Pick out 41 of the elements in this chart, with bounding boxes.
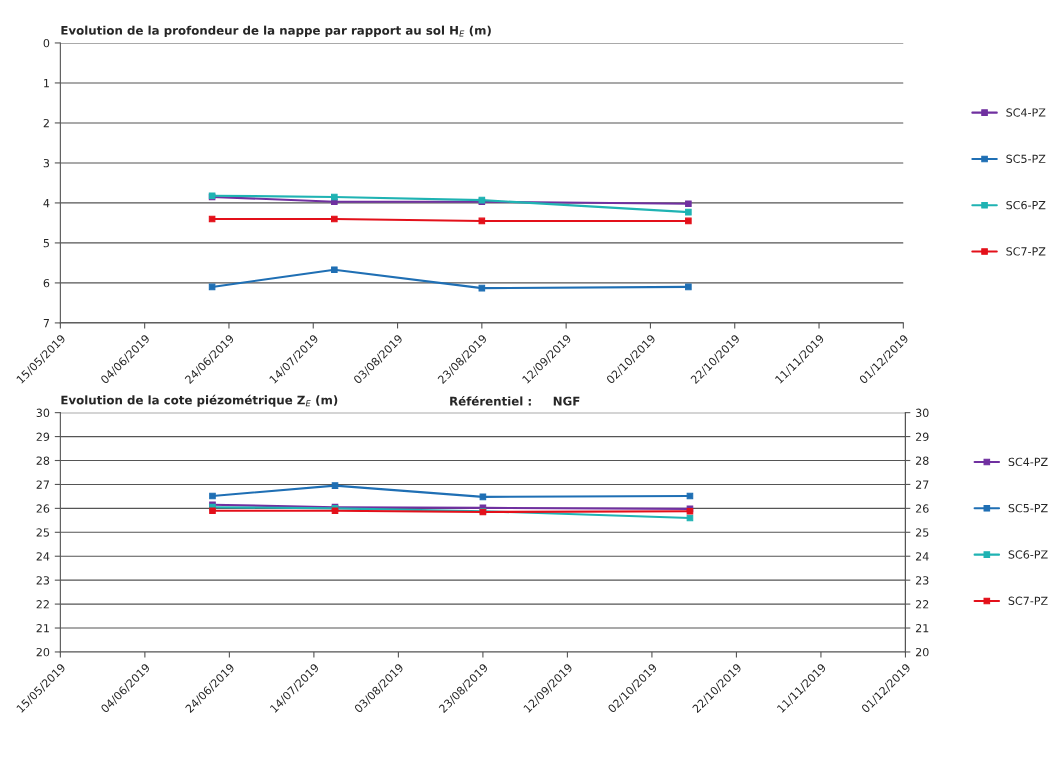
y-tick-label: 21 <box>36 623 49 633</box>
y-tick-label: 23 <box>36 576 50 585</box>
y-tick-label: 29 <box>36 432 50 441</box>
y-tick-label: 27 <box>36 480 49 489</box>
y-tick-label: 1 <box>44 79 49 88</box>
legend-label: SC4-PZ <box>1008 457 1048 467</box>
y-tick-label: 4 <box>43 199 50 208</box>
y2-tick-label: 23 <box>915 576 929 585</box>
y2-tick-label: 24 <box>915 552 929 561</box>
y2-tick-label: 28 <box>915 456 929 465</box>
y2-tick-label: 25 <box>915 528 929 537</box>
y2-tick-label: 29 <box>915 432 929 441</box>
legend-label: SC5-PZ <box>1006 154 1046 163</box>
y-tick-label: 28 <box>36 456 50 465</box>
y-tick-label: 20 <box>36 647 50 657</box>
legend-label: SC7-PZ <box>1006 247 1046 256</box>
y2-tick-label: 27 <box>915 480 929 489</box>
legend-label: SC5-PZ <box>1008 503 1048 513</box>
chart-title: Evolution de la profondeur de la nappe par rapport au sol H$_{E}$ (m) <box>61 25 491 38</box>
y-tick-label: 24 <box>36 552 50 561</box>
legend-label: SC4-PZ <box>1006 108 1046 117</box>
y-tick-label: 5 <box>43 239 49 248</box>
y-tick-label: 26 <box>36 504 50 513</box>
legend-label: SC7-PZ <box>1008 596 1048 605</box>
y2-tick-label: 20 <box>915 647 929 657</box>
y-tick-label: 30 <box>36 408 50 418</box>
text: Référentiel : NGF <box>450 395 580 406</box>
y2-tick-label: 22 <box>915 600 929 609</box>
y-tick-label: 7 <box>43 319 49 328</box>
y2-tick-label: 21 <box>915 623 929 633</box>
y2-tick-label: 30 <box>916 408 929 418</box>
y-tick-label: 6 <box>43 278 50 288</box>
y-tick-label: 3 <box>43 158 50 168</box>
legend-label: SC6-PZ <box>1006 200 1046 210</box>
chart-title: Evolution de la cote piézométrique Z$_{E}$ (m) <box>61 394 338 407</box>
y-tick-label: 2 <box>43 118 49 128</box>
y2-tick-label: 26 <box>915 504 929 513</box>
y-tick-label: 0 <box>43 38 50 48</box>
y-tick-label: 22 <box>36 600 49 609</box>
legend-label: SC6-PZ <box>1008 550 1048 559</box>
y-tick-label: 25 <box>36 528 49 537</box>
